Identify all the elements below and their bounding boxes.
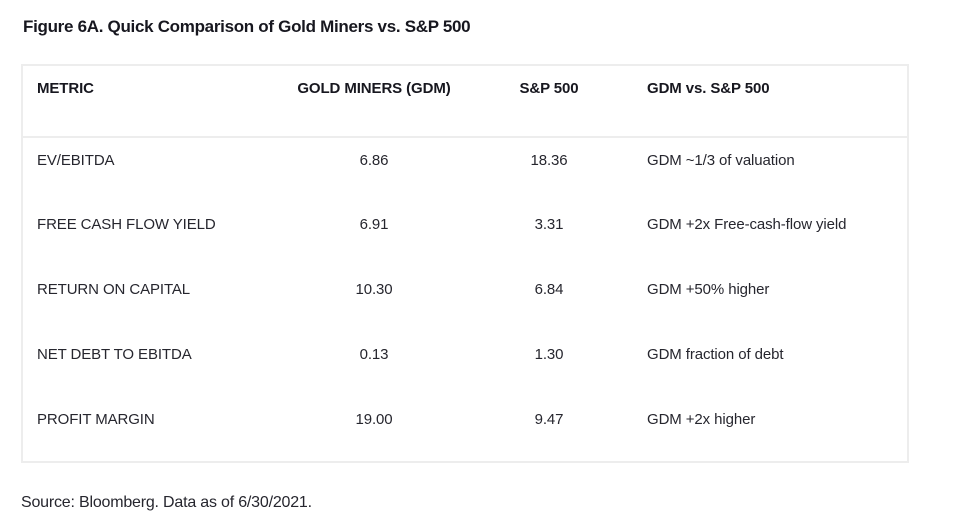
metric-cell: FREE CASH FLOW YIELD [37, 216, 216, 233]
table-header-row: METRIC GOLD MINERS (GDM) S&P 500 GDM vs.… [23, 66, 907, 138]
metric-cell: PROFIT MARGIN [37, 411, 155, 428]
source-note: Source: Bloomberg. Data as of 6/30/2021. [21, 494, 312, 511]
col-header-gdm-vs-sp500: GDM vs. S&P 500 [630, 66, 907, 138]
metric-cell: RETURN ON CAPITAL [37, 281, 191, 298]
table-row: PROFIT MARGIN 19.00 9.47 GDM +2x higher [23, 397, 907, 462]
sp500-value-cell: 1.30 [534, 346, 564, 363]
metric-cell: NET DEBT TO EBITDA [37, 346, 192, 363]
sp500-value-cell: 18.36 [530, 152, 568, 169]
gdm-value-cell: 19.00 [355, 411, 393, 428]
col-header-sp500: S&P 500 [468, 66, 630, 138]
comparison-cell: GDM +2x Free-cash-flow yield [647, 216, 847, 233]
table-row: FREE CASH FLOW YIELD 6.91 3.31 GDM +2x F… [23, 202, 907, 267]
gdm-value-cell: 10.30 [355, 281, 393, 298]
col-header-gold-miners: GOLD MINERS (GDM) [280, 66, 468, 138]
comparison-cell: GDM ~1/3 of valuation [647, 152, 795, 169]
comparison-cell: GDM fraction of debt [647, 346, 784, 363]
comparison-cell: GDM +2x higher [647, 411, 756, 428]
gdm-value-cell: 6.91 [359, 216, 389, 233]
gdm-value-cell: 0.13 [359, 346, 389, 363]
figure-title: Figure 6A. Quick Comparison of Gold Mine… [23, 17, 471, 36]
table-row: EV/EBITDA 6.86 18.36 GDM ~1/3 of valuati… [23, 137, 907, 202]
sp500-value-cell: 6.84 [534, 281, 564, 298]
table-row: RETURN ON CAPITAL 10.30 6.84 GDM +50% hi… [23, 267, 907, 332]
gdm-value-cell: 6.86 [359, 152, 389, 169]
sp500-value-cell: 9.47 [534, 411, 564, 428]
metrics-table: METRIC GOLD MINERS (GDM) S&P 500 GDM vs.… [23, 66, 907, 462]
comparison-cell: GDM +50% higher [647, 281, 770, 298]
sp500-value-cell: 3.31 [534, 216, 564, 233]
table-row: NET DEBT TO EBITDA 0.13 1.30 GDM fractio… [23, 332, 907, 397]
col-header-metric: METRIC [23, 66, 280, 138]
comparison-table: METRIC GOLD MINERS (GDM) S&P 500 GDM vs.… [21, 64, 909, 463]
metric-cell: EV/EBITDA [37, 152, 115, 169]
